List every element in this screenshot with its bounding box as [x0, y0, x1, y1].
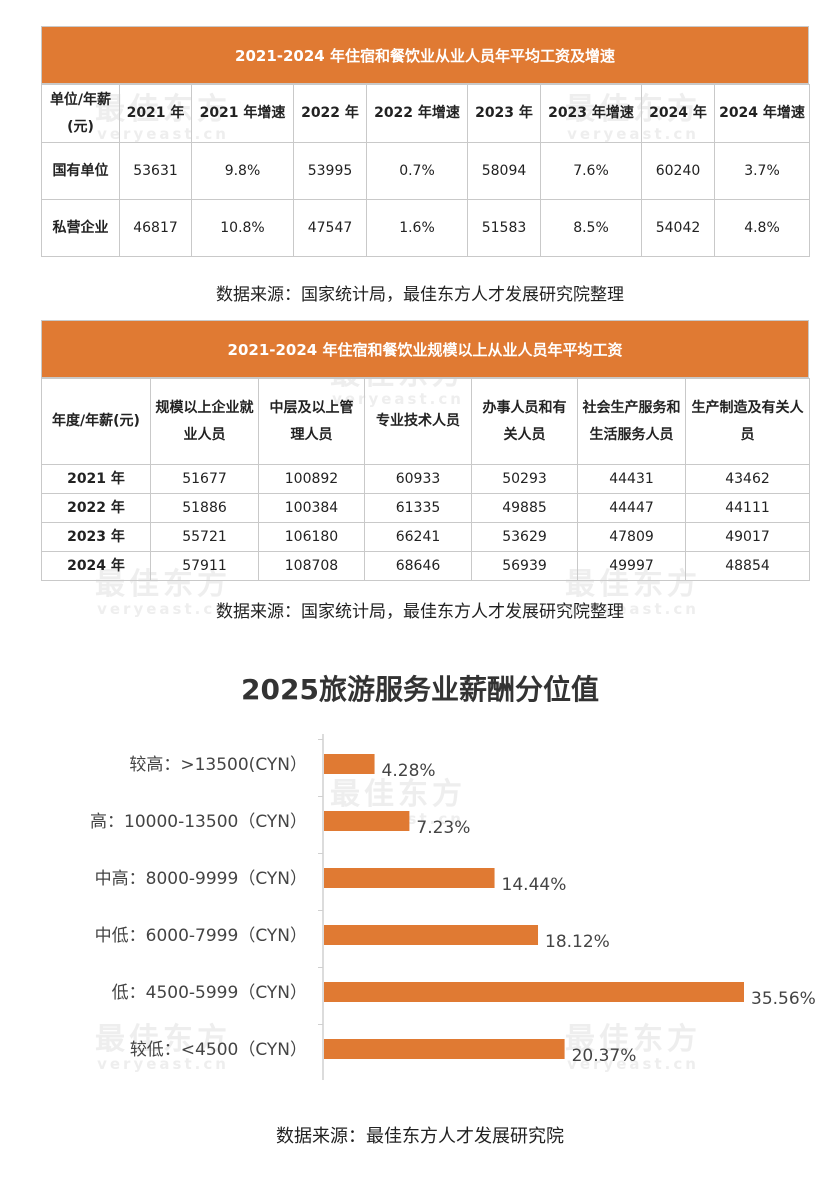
table-cell: 51886 [150, 493, 259, 523]
table-row: 2021 年 51677 100892 60933 50293 44431 43… [41, 464, 810, 494]
table-cell: 43462 [685, 464, 810, 494]
table2-header-cell: 社会生产服务和生活服务人员 [577, 378, 686, 465]
table-cell: 50293 [471, 464, 578, 494]
chart-source: 数据来源：最佳东方人才发展研究院 [276, 1126, 564, 1147]
table1-header-cell: 2024 年 [641, 84, 715, 143]
table-cell: 108708 [258, 551, 365, 581]
table-cell: 48854 [685, 551, 810, 581]
value-label: 35.56% [751, 989, 816, 1009]
table2-row-label: 2023 年 [41, 522, 151, 552]
table1-header-cell: 2022 年增速 [366, 84, 468, 143]
table2-grid: 年度/年薪(元) 规模以上企业就业人员 中层及以上管理人员 专业技术人员 办事人… [41, 378, 810, 581]
table2-source: 数据来源：国家统计局，最佳东方人才发展研究院整理 [216, 602, 624, 622]
table-row: 2023 年 55721 106180 66241 53629 47809 49… [41, 522, 810, 552]
table-cell: 3.7% [714, 142, 810, 200]
category-label: 较低：<4500（CYN） [130, 1040, 307, 1060]
salary-growth-table: 2021-2024 年住宿和餐饮业从业人员年平均工资及增速 单位/年薪(元) 2… [41, 26, 810, 257]
table2-header-cell: 规模以上企业就业人员 [150, 378, 259, 465]
value-label: 4.28% [382, 761, 436, 781]
table-cell: 56939 [471, 551, 578, 581]
table-cell: 49997 [577, 551, 686, 581]
bar [324, 754, 375, 774]
category-label: 低：4500-5999（CYN） [112, 983, 307, 1003]
table-cell: 44111 [685, 493, 810, 523]
table1-header-cell: 2024 年增速 [714, 84, 810, 143]
table2-header-row: 年度/年薪(元) 规模以上企业就业人员 中层及以上管理人员 专业技术人员 办事人… [41, 378, 810, 465]
table-cell: 57911 [150, 551, 259, 581]
table-cell: 0.7% [366, 142, 468, 200]
table1-header-cell: 2023 年增速 [540, 84, 642, 143]
table1-title: 2021-2024 年住宿和餐饮业从业人员年平均工资及增速 [41, 26, 809, 84]
table1-header-cell: 2021 年 [119, 84, 192, 143]
table2-row-label: 2021 年 [41, 464, 151, 494]
table1-source: 数据来源：国家统计局，最佳东方人才发展研究院整理 [216, 285, 624, 305]
table2-header-cell: 专业技术人员 [364, 378, 472, 465]
table2-header-cell: 生产制造及有关人员 [685, 378, 810, 465]
value-label: 18.12% [545, 932, 610, 952]
table-row: 私营企业 46817 10.8% 47547 1.6% 51583 8.5% 5… [41, 199, 810, 257]
category-label: 中低：6000-7999（CYN） [95, 926, 307, 946]
table1-header-cell: 2021 年增速 [191, 84, 294, 143]
table-row: 2024 年 57911 108708 68646 56939 49997 48… [41, 551, 810, 581]
value-label: 20.37% [572, 1046, 637, 1066]
table1-header-cell: 2022 年 [293, 84, 367, 143]
table1-header-cell: 单位/年薪(元) [41, 84, 120, 143]
table-cell: 44431 [577, 464, 686, 494]
table-cell: 1.6% [366, 199, 468, 257]
table-cell: 49885 [471, 493, 578, 523]
table2-title: 2021-2024 年住宿和餐饮业规模以上从业人员年平均工资 [41, 320, 809, 378]
table-cell: 53995 [293, 142, 367, 200]
table-cell: 106180 [258, 522, 365, 552]
table2-header-cell: 办事人员和有关人员 [471, 378, 578, 465]
category-label: 中高：8000-9999（CYN） [95, 869, 307, 889]
table-cell: 61335 [364, 493, 472, 523]
table-cell: 4.8% [714, 199, 810, 257]
table1-grid: 单位/年薪(元) 2021 年 2021 年增速 2022 年 2022 年增速… [41, 84, 810, 257]
category-label: 高：10000-13500（CYN） [90, 812, 307, 832]
chart-title: 2025旅游服务业薪酬分位值 [241, 673, 599, 706]
table-cell: 10.8% [191, 199, 294, 257]
table-cell: 44447 [577, 493, 686, 523]
table2-row-label: 2022 年 [41, 493, 151, 523]
bar [324, 811, 410, 831]
table-row: 国有单位 53631 9.8% 53995 0.7% 58094 7.6% 60… [41, 142, 810, 200]
table-cell: 49017 [685, 522, 810, 552]
scale-salary-table: 2021-2024 年住宿和餐饮业规模以上从业人员年平均工资 年度/年薪(元) … [41, 320, 810, 581]
table-cell: 47809 [577, 522, 686, 552]
table-cell: 100892 [258, 464, 365, 494]
bar [324, 868, 495, 888]
table2-row-label: 2024 年 [41, 551, 151, 581]
table-row: 2022 年 51886 100384 61335 49885 44447 44… [41, 493, 810, 523]
table1-row-label: 国有单位 [41, 142, 120, 200]
table-cell: 54042 [641, 199, 715, 257]
table-cell: 66241 [364, 522, 472, 552]
value-label: 14.44% [502, 875, 567, 895]
table2-header-cell: 年度/年薪(元) [41, 378, 151, 465]
table1-row-label: 私营企业 [41, 199, 120, 257]
table-cell: 9.8% [191, 142, 294, 200]
table-cell: 7.6% [540, 142, 642, 200]
table-cell: 60240 [641, 142, 715, 200]
table-cell: 55721 [150, 522, 259, 552]
salary-percentile-chart: 较高：>13500(CYN） 4.28% 高：10000-13500（CYN） 7.2… [90, 734, 816, 1080]
value-label: 7.23% [416, 818, 470, 838]
table-cell: 58094 [467, 142, 541, 200]
table-cell: 46817 [119, 199, 192, 257]
table1-header-cell: 2023 年 [467, 84, 541, 143]
table-cell: 60933 [364, 464, 472, 494]
table-cell: 100384 [258, 493, 365, 523]
table1-header-row: 单位/年薪(元) 2021 年 2021 年增速 2022 年 2022 年增速… [41, 84, 810, 143]
bar [324, 925, 539, 945]
bar [324, 1039, 565, 1059]
table-cell: 8.5% [540, 199, 642, 257]
bar [324, 982, 744, 1002]
table-cell: 51677 [150, 464, 259, 494]
table-cell: 53629 [471, 522, 578, 552]
table-cell: 68646 [364, 551, 472, 581]
table2-header-cell: 中层及以上管理人员 [258, 378, 365, 465]
table-cell: 51583 [467, 199, 541, 257]
category-label: 较高：>13500(CYN） [129, 755, 307, 775]
table-cell: 53631 [119, 142, 192, 200]
table-cell: 47547 [293, 199, 367, 257]
